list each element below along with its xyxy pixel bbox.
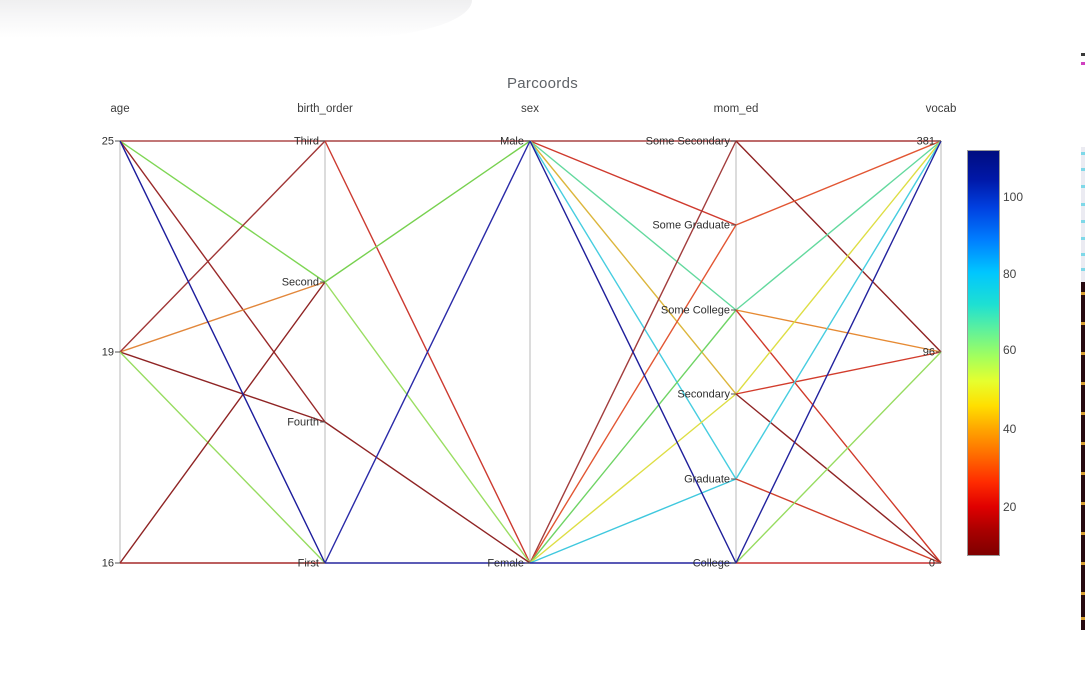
parcoords-line — [735, 309, 942, 564]
parcoords-line — [529, 309, 737, 564]
parcoords-line — [324, 421, 531, 564]
tick-label: 19 — [102, 347, 114, 359]
strip-speck — [1081, 237, 1085, 240]
tick-label: Secondary — [677, 389, 730, 401]
parcoords-line — [735, 140, 942, 226]
strip-speck — [1081, 592, 1085, 595]
strip-speck — [1081, 185, 1085, 188]
strip-speck — [1081, 442, 1085, 445]
strip-speck — [1081, 412, 1085, 415]
parcoords-line — [119, 351, 326, 423]
parcoords-line — [735, 140, 942, 311]
strip-speck — [1081, 62, 1085, 65]
window-top-gradient — [0, 0, 472, 38]
strip-speck — [1081, 220, 1085, 223]
parcoords-line — [119, 281, 326, 353]
strip-speck — [1081, 152, 1085, 155]
colorbar-tick-label: 20 — [1003, 500, 1017, 514]
parcoords-line — [119, 140, 326, 283]
parcoords-line — [735, 140, 942, 353]
strip-speck — [1081, 203, 1085, 206]
colorbar-tick-label: 40 — [1003, 422, 1017, 436]
axis-title-birth_order: birth_order — [297, 103, 353, 115]
colorbar-tick-label: 80 — [1003, 267, 1017, 281]
parcoords-line — [735, 309, 942, 353]
parcoords-line — [119, 140, 326, 353]
parcoords-line — [529, 140, 737, 564]
parcoords-line — [119, 140, 326, 423]
parcoords-line — [119, 140, 326, 564]
strip-speck — [1081, 268, 1085, 271]
tick-label: Male — [500, 136, 524, 148]
tick-label: Graduate — [684, 474, 730, 486]
parcoords-line — [735, 351, 942, 564]
axis-title-age: age — [110, 103, 129, 115]
tick-label: First — [298, 558, 319, 570]
parcoords-line — [529, 478, 737, 564]
parcoords-line — [735, 478, 942, 564]
tick-label: College — [693, 558, 730, 570]
tick-label: 381 — [917, 136, 935, 148]
right-strip-light — [1081, 147, 1085, 282]
parcoords-line — [735, 140, 942, 564]
parcoords-line — [735, 351, 942, 395]
right-edge-strip — [1081, 0, 1085, 686]
tick-label: 25 — [102, 136, 114, 148]
parcoords-line — [735, 393, 942, 564]
tick-label: Fourth — [287, 417, 319, 429]
strip-speck — [1081, 617, 1085, 620]
colorbar-tick-label: 100 — [1003, 190, 1024, 204]
parcoords-line — [529, 393, 737, 564]
tick-label: Some Secondary — [646, 136, 731, 148]
strip-speck — [1081, 292, 1085, 295]
parcoords-line — [529, 140, 737, 395]
parcoords-line — [735, 140, 942, 395]
tick-label: Some Graduate — [652, 220, 730, 232]
strip-speck — [1081, 352, 1085, 355]
chart-title: Parcoords — [506, 75, 579, 92]
parcoords-line — [119, 281, 326, 564]
tick-label: Female — [487, 558, 524, 570]
axis-title-sex: sex — [521, 103, 539, 115]
axis-title-vocab: vocab — [926, 103, 957, 115]
strip-speck — [1081, 472, 1085, 475]
parcoords-line — [324, 140, 531, 283]
right-strip-dark — [1081, 282, 1085, 630]
tick-label: Second — [282, 277, 319, 289]
tick-label: Third — [294, 136, 319, 148]
strip-speck — [1081, 382, 1085, 385]
strip-speck — [1081, 53, 1085, 56]
colorbar — [967, 150, 1000, 556]
parcoords-line — [324, 140, 531, 564]
strip-speck — [1081, 168, 1085, 171]
colorbar-tick-label: 60 — [1003, 343, 1017, 357]
tick-label: 16 — [102, 558, 114, 570]
strip-speck — [1081, 322, 1085, 325]
parcoords-line — [324, 281, 531, 564]
strip-speck — [1081, 502, 1085, 505]
parcoords-line — [119, 351, 326, 564]
strip-speck — [1081, 253, 1085, 256]
axis-title-mom_ed: mom_ed — [714, 103, 759, 115]
parcoords-line — [529, 224, 737, 564]
strip-speck — [1081, 532, 1085, 535]
parcoords-line — [735, 140, 942, 480]
tick-label: Some College — [661, 305, 730, 317]
tick-label: 96 — [923, 347, 935, 359]
parcoords-line — [529, 140, 737, 226]
tick-label: 0 — [929, 558, 935, 570]
strip-speck — [1081, 562, 1085, 565]
